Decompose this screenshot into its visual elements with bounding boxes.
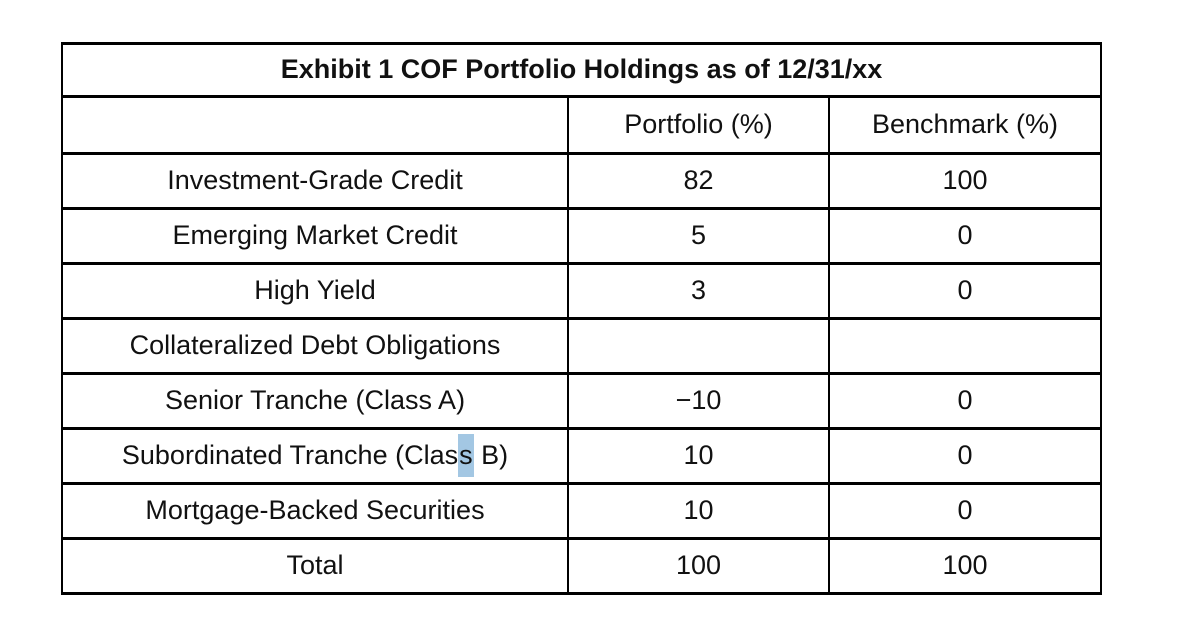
row-label-cell: Collateralized Debt Obligations bbox=[61, 317, 569, 375]
portfolio-value-cell: 3 bbox=[567, 262, 830, 320]
table-header-row: Portfolio (%) Benchmark (%) bbox=[61, 95, 1102, 155]
exhibit-table: Exhibit 1 COF Portfolio Holdings as of 1… bbox=[61, 42, 1102, 595]
table-row-investment-grade-credit: Investment-Grade Credit 82 100 bbox=[61, 152, 1102, 210]
benchmark-value-cell: 0 bbox=[828, 262, 1102, 320]
table-row-total: Total 100 100 bbox=[61, 537, 1102, 595]
header-benchmark-cell: Benchmark (%) bbox=[828, 95, 1102, 155]
table-row-mortgage-backed-securities: Mortgage-Backed Securities 10 0 bbox=[61, 482, 1102, 540]
selected-text-highlight: s bbox=[458, 434, 474, 478]
benchmark-value-cell: 100 bbox=[828, 152, 1102, 210]
portfolio-value-cell bbox=[567, 317, 830, 375]
portfolio-value-cell: 5 bbox=[567, 207, 830, 265]
row-label-cell: High Yield bbox=[61, 262, 569, 320]
benchmark-value-cell: 100 bbox=[828, 537, 1102, 595]
table-row-senior-tranche: Senior Tranche (Class A) −10 0 bbox=[61, 372, 1102, 430]
portfolio-value-cell: 10 bbox=[567, 482, 830, 540]
row-label-text-pre: Subordinated Tranche (Clas bbox=[121, 440, 459, 471]
row-label-cell: Investment-Grade Credit bbox=[61, 152, 569, 210]
benchmark-value-cell bbox=[828, 317, 1102, 375]
portfolio-value-cell: 10 bbox=[567, 427, 830, 485]
table-title: Exhibit 1 COF Portfolio Holdings as of 1… bbox=[61, 42, 1102, 98]
table-row-collateralized-debt-obligations: Collateralized Debt Obligations bbox=[61, 317, 1102, 375]
table-row-emerging-market-credit: Emerging Market Credit 5 0 bbox=[61, 207, 1102, 265]
benchmark-value-cell: 0 bbox=[828, 207, 1102, 265]
benchmark-value-cell: 0 bbox=[828, 372, 1102, 430]
row-label-cell: Mortgage-Backed Securities bbox=[61, 482, 569, 540]
row-label-cell: Subordinated Tranche (Class B) bbox=[61, 427, 569, 485]
portfolio-value-cell: 100 bbox=[567, 537, 830, 595]
benchmark-value-cell: 0 bbox=[828, 482, 1102, 540]
portfolio-value-cell: −10 bbox=[567, 372, 830, 430]
row-label-cell: Emerging Market Credit bbox=[61, 207, 569, 265]
benchmark-value-cell: 0 bbox=[828, 427, 1102, 485]
row-label-cell: Senior Tranche (Class A) bbox=[61, 372, 569, 430]
table-title-row: Exhibit 1 COF Portfolio Holdings as of 1… bbox=[61, 42, 1102, 98]
portfolio-value-cell: 82 bbox=[567, 152, 830, 210]
row-label-text-post: B) bbox=[473, 440, 509, 471]
header-portfolio-cell: Portfolio (%) bbox=[567, 95, 830, 155]
header-category-cell bbox=[61, 95, 569, 155]
table-row-high-yield: High Yield 3 0 bbox=[61, 262, 1102, 320]
table-row-subordinated-tranche: Subordinated Tranche (Class B) 10 0 bbox=[61, 427, 1102, 485]
row-label-cell: Total bbox=[61, 537, 569, 595]
